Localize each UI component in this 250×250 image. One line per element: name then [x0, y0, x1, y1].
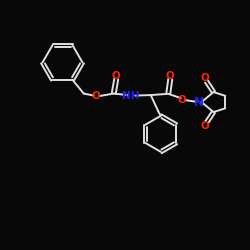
Text: NH: NH: [122, 90, 140, 101]
Text: O: O: [166, 71, 174, 81]
Text: O: O: [92, 91, 101, 101]
Text: O: O: [201, 121, 210, 131]
Text: N: N: [194, 96, 204, 108]
Text: O: O: [178, 95, 186, 105]
Text: O: O: [112, 70, 121, 81]
Text: O: O: [201, 73, 210, 83]
